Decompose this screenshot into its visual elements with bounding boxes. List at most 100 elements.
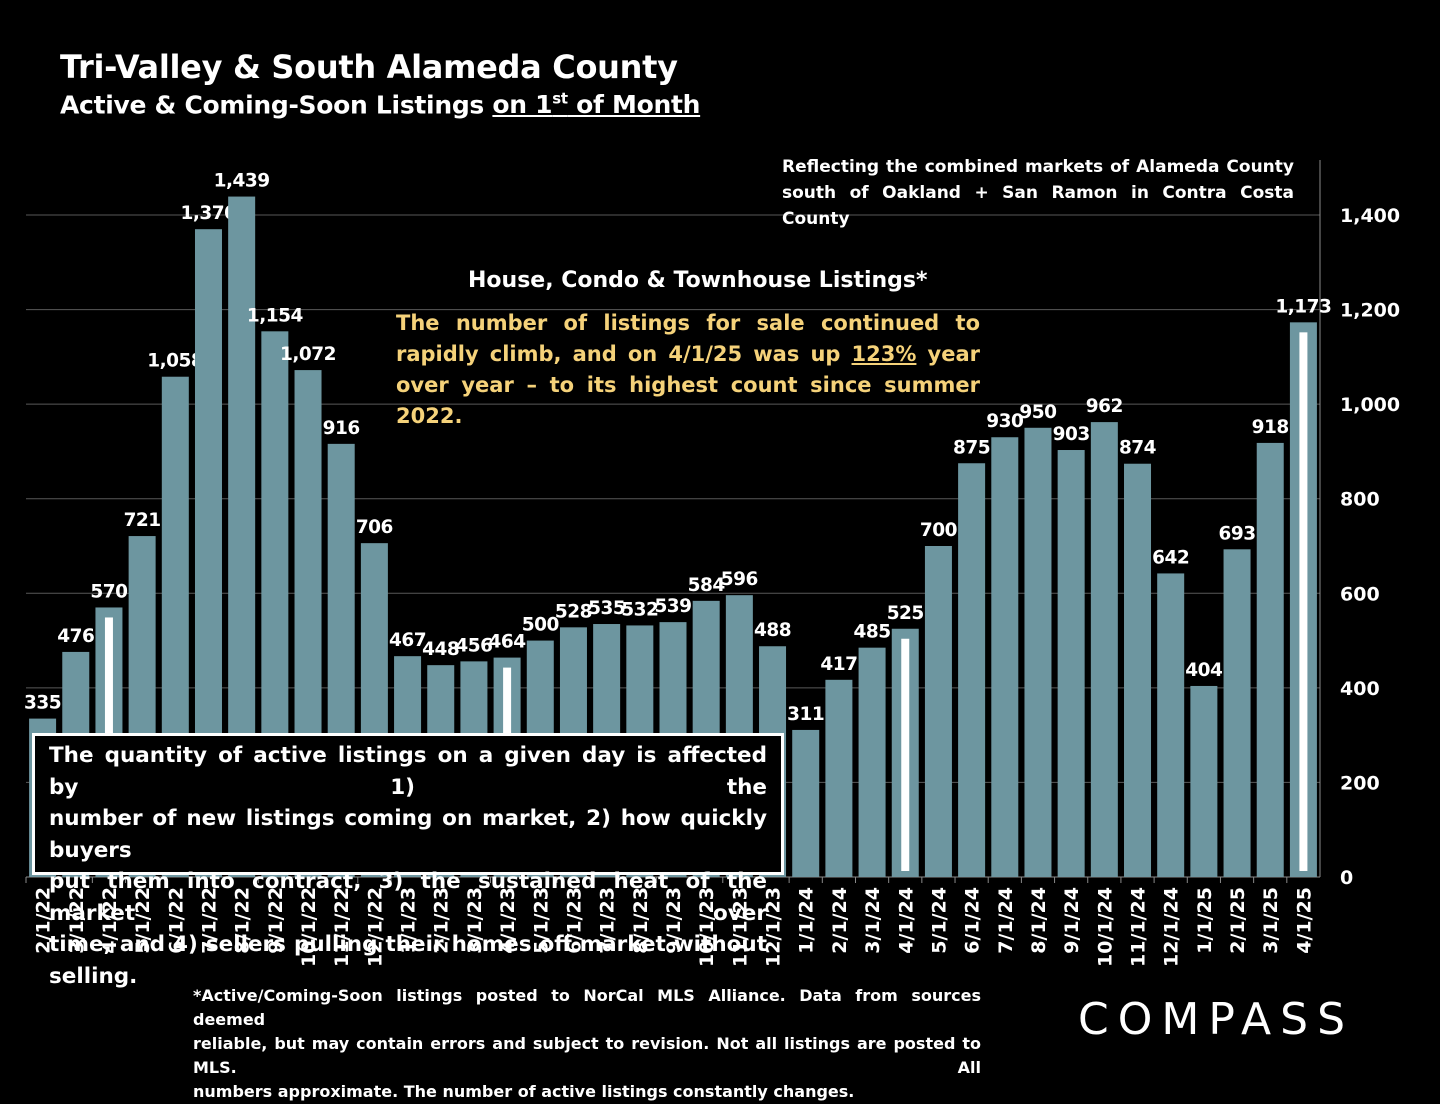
highlight-text-after: year over year – to its highest count si…	[396, 342, 980, 428]
x-tick-label: 5/1/24	[928, 887, 950, 954]
bar	[1090, 422, 1118, 877]
y-tick-label: 200	[1340, 772, 1380, 794]
x-tick-label: 1/1/24	[796, 887, 818, 954]
subtitle-underlined: on 1	[492, 90, 553, 120]
data-label: 539	[654, 596, 691, 617]
x-tick-label: 2/1/22	[33, 887, 55, 954]
chart-subtitle: Active & Coming-Soon Listings on 1st of …	[60, 90, 700, 119]
x-tick-label: 7/1/24	[995, 887, 1017, 954]
highlight-percent: 123%	[851, 342, 917, 366]
y-tick-label: 0	[1340, 867, 1353, 889]
x-tick-label: 4/1/23	[497, 887, 519, 954]
x-tick-label: 10/1/23	[696, 887, 718, 967]
footnote: *Active/Coming-Soon listings posted to N…	[193, 984, 981, 1104]
data-label: 488	[754, 620, 791, 641]
bar	[1057, 450, 1085, 877]
x-tick-label: 3/1/24	[862, 887, 884, 954]
data-label: 485	[854, 622, 891, 643]
bar	[825, 679, 853, 877]
x-tick-label: 9/1/22	[265, 887, 287, 954]
data-label: 875	[953, 437, 990, 458]
region-note-line: Reflecting the combined markets of Alame…	[782, 157, 1294, 177]
data-label: 528	[555, 601, 592, 622]
x-tick-label: 2/1/23	[431, 887, 453, 954]
x-tick-label: 3/1/23	[464, 887, 486, 954]
x-tick-label: 12/1/24	[1161, 887, 1183, 967]
x-tick-label: 9/1/24	[1061, 887, 1083, 954]
data-label: 1,058	[147, 351, 203, 372]
factors-note-box: The quantity of active listings on a giv…	[32, 733, 784, 989]
data-label: 1,154	[247, 305, 304, 326]
x-tick-label: 2/1/24	[829, 887, 851, 954]
x-tick-label: 1/1/23	[398, 887, 420, 954]
x-tick-label: 5/1/23	[530, 887, 552, 954]
factors-note-line: time, and 4) sellers pulling their homes…	[49, 932, 767, 989]
subtitle-prefix: Active & Coming-Soon Listings	[60, 90, 493, 120]
x-tick-label: 8/1/24	[1028, 887, 1050, 954]
data-label: 962	[1086, 396, 1123, 417]
x-tick-label: 6/1/24	[962, 887, 984, 954]
subtitle-underlined-tail: of Month	[567, 90, 701, 120]
y-tick-label: 1,400	[1340, 205, 1400, 227]
bar	[924, 546, 952, 877]
highlight-annotation: The number of listings for sale continue…	[396, 308, 980, 432]
footnote-line: *Active/Coming-Soon listings posted to N…	[193, 986, 981, 1029]
data-label: 335	[24, 693, 61, 714]
bar	[991, 437, 1019, 877]
factors-note-line: put them into contract, 3) the sustained…	[49, 869, 767, 926]
x-tick-label: 8/1/23	[630, 887, 652, 954]
compass-logo: COMPASS	[1078, 994, 1354, 1045]
x-tick-label: 10/1/24	[1094, 887, 1116, 967]
data-label: 1,370	[180, 203, 236, 224]
data-label: 467	[389, 630, 426, 651]
data-label: 448	[422, 639, 459, 660]
data-label: 570	[90, 581, 127, 602]
bar	[1190, 685, 1218, 877]
data-label: 874	[1119, 438, 1157, 459]
x-tick-label: 8/1/22	[232, 887, 254, 954]
data-label: 311	[787, 704, 824, 725]
x-tick-label: 11/1/23	[729, 887, 751, 967]
data-label: 1,439	[214, 171, 270, 192]
bar	[858, 647, 886, 877]
data-label: 535	[588, 598, 625, 619]
data-label: 584	[688, 575, 726, 596]
data-label: 721	[124, 510, 161, 531]
data-label: 404	[1185, 660, 1223, 681]
x-tick-label: 7/1/22	[198, 887, 220, 954]
y-tick-label: 800	[1340, 489, 1380, 511]
x-tick-label: 5/1/22	[132, 887, 154, 954]
region-note: Reflecting the combined markets of Alame…	[782, 154, 1294, 232]
x-tick-label: 4/1/24	[895, 887, 917, 954]
factors-note-line: number of new listings coming on market,…	[49, 806, 767, 863]
data-label: 500	[522, 615, 559, 636]
bar	[792, 729, 820, 877]
factors-note-line: The quantity of active listings on a giv…	[49, 743, 767, 800]
bar	[958, 463, 986, 877]
x-tick-label: 4/1/22	[99, 887, 121, 954]
x-tick-label: 1/1/25	[1194, 887, 1216, 954]
x-tick-label: 12/1/22	[364, 887, 386, 967]
data-label: 1,072	[280, 344, 336, 365]
data-label: 693	[1218, 523, 1255, 544]
footnote-line: reliable, but may contain errors and sub…	[193, 1034, 981, 1077]
data-label: 596	[721, 569, 758, 590]
data-label: 930	[986, 411, 1023, 432]
bar	[1124, 463, 1152, 877]
data-label: 642	[1152, 547, 1189, 568]
bar	[1256, 442, 1284, 877]
x-tick-label: 11/1/24	[1128, 887, 1150, 967]
x-tick-label: 12/1/23	[763, 887, 785, 967]
data-label: 903	[1053, 424, 1090, 445]
data-label: 918	[1252, 417, 1289, 438]
x-tick-label: 6/1/22	[165, 887, 187, 954]
y-tick-label: 1,200	[1340, 300, 1400, 322]
x-tick-label: 2/1/25	[1227, 887, 1249, 954]
data-label: 950	[1019, 402, 1056, 423]
x-tick-label: 10/1/22	[298, 887, 320, 967]
x-tick-label: 11/1/22	[331, 887, 353, 967]
data-label: 706	[356, 517, 393, 538]
y-tick-label: 1,000	[1340, 394, 1400, 416]
footnote-line: numbers approximate. The number of activ…	[193, 1082, 855, 1101]
data-label: 700	[920, 520, 957, 541]
